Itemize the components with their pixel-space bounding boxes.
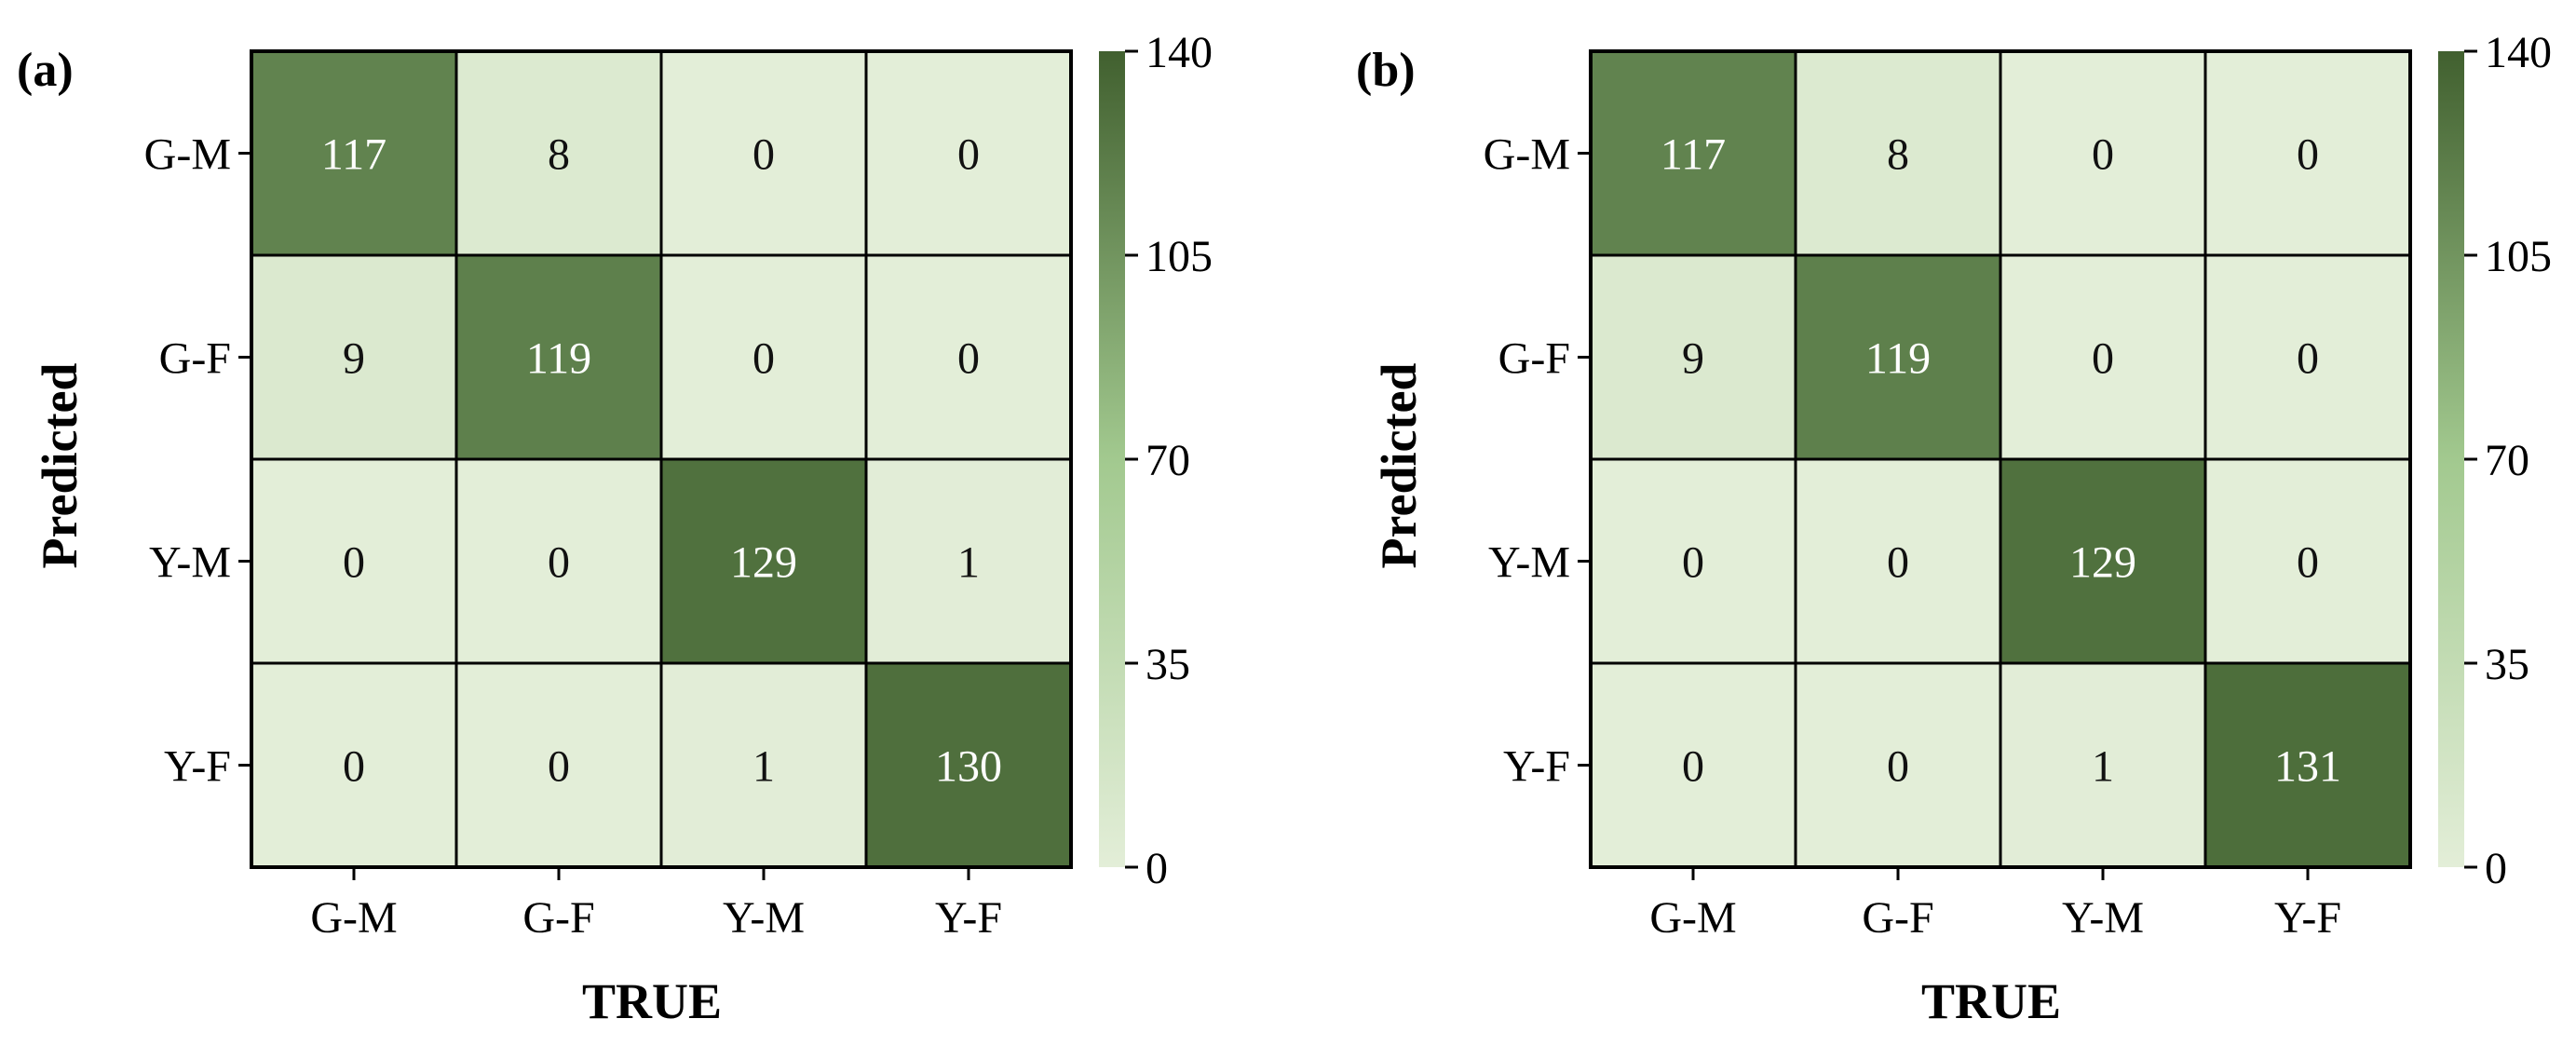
cell-value-label: 0 [2297, 538, 2319, 588]
colorbar-tick-label: 70 [2485, 436, 2529, 485]
heatmap-cell [250, 661, 458, 869]
cell-value-label: 0 [343, 538, 365, 588]
y-tick-label: G-M [144, 130, 231, 180]
cell-value-label: 0 [1887, 742, 1909, 792]
cell-value-label: 8 [548, 130, 570, 180]
colorbar-gradient [1099, 51, 1125, 867]
plot-frame [1589, 49, 2412, 869]
cell-value-label: 1 [2092, 742, 2114, 792]
x-tick-label: Y-M [2062, 893, 2144, 943]
cell-value-label: 8 [1887, 130, 1909, 180]
heatmap-cell [1999, 253, 2207, 461]
cell-value-label: 0 [1887, 538, 1909, 588]
heatmap-cell [454, 49, 663, 257]
heatmap-cell [250, 49, 458, 257]
panel-label: (b) [1356, 44, 1416, 97]
x-tick-label: G-M [1649, 893, 1736, 943]
y-tick-label: G-F [159, 334, 231, 384]
heatmap-cell [454, 457, 663, 665]
colorbar-tick-label: 35 [1146, 640, 1190, 689]
confusion-matrix-a: (a) Predicted TRUE 117 8 0 0 9 119 0 0 0 0 129 1 0 0 1… [17, 28, 1213, 1029]
colorbar-tick-label: 0 [2485, 844, 2507, 893]
y-tick-label: G-M [1484, 130, 1570, 180]
cell-value-label: 119 [1865, 334, 1931, 384]
cell-value-label: 0 [2297, 130, 2319, 180]
panel-label: (a) [17, 44, 74, 97]
colorbar-tick-label: 140 [2485, 28, 2552, 77]
heatmap-cell [1999, 49, 2207, 257]
heatmap-cell [2203, 457, 2412, 665]
cell-value-label: 0 [1682, 538, 1704, 588]
cell-value-label: 119 [526, 334, 591, 384]
colorbar: 0 35 70 105 140 [2438, 28, 2552, 893]
heatmap-cell [2203, 253, 2412, 461]
cell-value-label: 0 [2092, 334, 2114, 384]
heatmap-cell [864, 253, 1073, 461]
cell-value-label: 0 [957, 334, 980, 384]
x-tick-label: G-M [310, 893, 397, 943]
colorbar-tick-label: 105 [2485, 232, 2552, 281]
cell-value-label: 129 [730, 538, 797, 588]
cell-value-label: 0 [343, 742, 365, 792]
colorbar-tick-label: 35 [2485, 640, 2529, 689]
cell-value-label: 0 [548, 538, 570, 588]
colorbar-tick-label: 105 [1146, 232, 1213, 281]
confusion-matrix-b: (b) Predicted TRUE 117 8 0 0 9 119 0 0 0 0 129 0 0 0 1… [1356, 28, 2552, 1029]
cell-value-label: 0 [2092, 130, 2114, 180]
heatmap-cell [864, 49, 1073, 257]
cell-value-label: 0 [752, 130, 775, 180]
cell-value-label: 130 [935, 742, 1002, 792]
heatmap-cell [864, 457, 1073, 665]
y-tick-label: Y-F [1503, 742, 1570, 792]
heatmap-cell [454, 661, 663, 869]
x-tick-label: Y-M [723, 893, 805, 943]
y-tick-label: Y-M [1488, 538, 1570, 588]
plot-frame [250, 49, 1073, 869]
cell-value-label: 0 [548, 742, 570, 792]
x-axis-label: TRUE [1921, 973, 2061, 1029]
cell-value-label: 129 [2069, 538, 2136, 588]
heatmap-cell [250, 253, 458, 461]
cell-value-label: 0 [1682, 742, 1704, 792]
y-axis-label: Predicted [1371, 363, 1427, 569]
x-tick-label: G-F [1862, 893, 1933, 943]
colorbar-tick-label: 70 [1146, 436, 1190, 485]
y-tick-label: G-F [1498, 334, 1570, 384]
x-axis-label: TRUE [582, 973, 722, 1029]
heatmap-cell [1999, 457, 2207, 665]
y-tick-label: Y-F [164, 742, 231, 792]
heatmap-cell [864, 661, 1073, 869]
cell-value-label: 0 [752, 334, 775, 384]
colorbar: 0 35 70 105 140 [1099, 28, 1213, 893]
colorbar-tick-label: 0 [1146, 844, 1168, 893]
heatmap-cell [454, 253, 663, 461]
colorbar-gradient [2438, 51, 2464, 867]
cell-value-label: 117 [1661, 130, 1726, 180]
cell-value-label: 9 [343, 334, 365, 384]
heatmap-cell [1794, 457, 2002, 665]
y-tick-label: Y-M [149, 538, 231, 588]
y-axis-label: Predicted [32, 363, 88, 569]
cell-value-label: 1 [752, 742, 775, 792]
cell-value-label: 117 [321, 130, 386, 180]
x-tick-label: G-F [522, 893, 594, 943]
heatmap-cell [1589, 661, 1797, 869]
heatmap-cell [2203, 49, 2412, 257]
cell-value-label: 1 [957, 538, 980, 588]
cell-value-label: 131 [2274, 742, 2341, 792]
colorbar-tick-label: 140 [1146, 28, 1213, 77]
x-tick-label: Y-F [935, 893, 1002, 943]
cell-value-label: 9 [1682, 334, 1704, 384]
x-tick-label: Y-F [2274, 893, 2341, 943]
cell-value-label: 0 [2297, 334, 2319, 384]
heatmap-cell [2203, 661, 2412, 869]
cell-value-label: 0 [957, 130, 980, 180]
